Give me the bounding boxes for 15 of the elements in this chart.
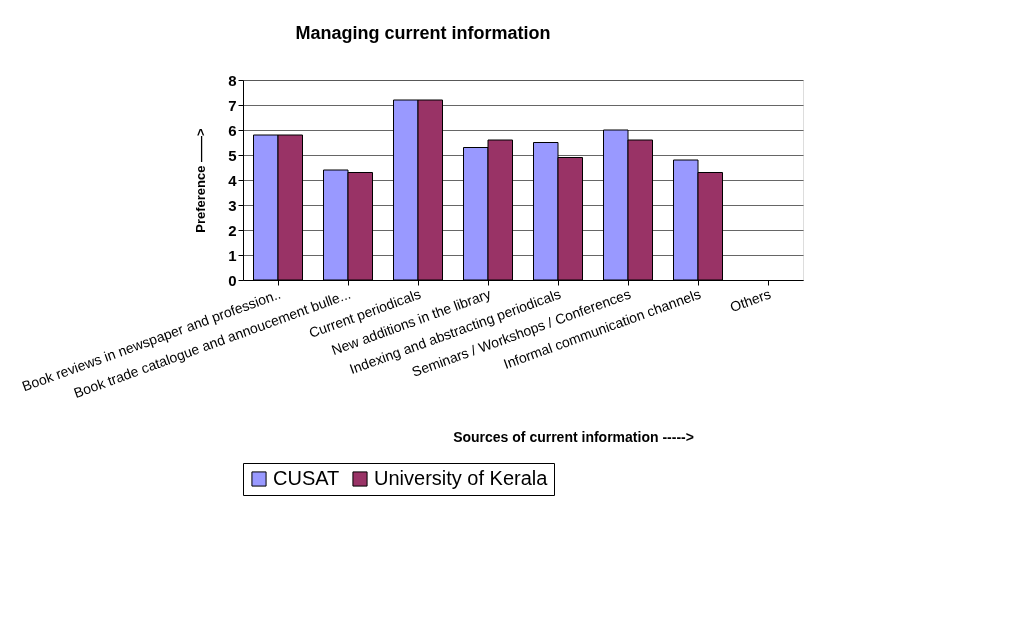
y-tick-label: 8 [228,71,237,89]
y-axis-title: Preference ——> [193,127,209,233]
legend-label: University of Kerala [374,467,549,489]
chart-title: Managing current information [295,23,551,43]
y-tick-label: 7 [228,96,237,114]
y-tick-label: 2 [228,221,237,239]
x-tick-label: Others [727,285,773,316]
legend-label: CUSAT [273,467,340,489]
y-tick-label: 3 [228,196,237,214]
y-tick-label: 4 [228,171,238,189]
y-tick-label: 5 [228,146,237,164]
y-tick-label: 0 [228,271,237,289]
y-tick-label: 6 [228,121,237,139]
x-axis-title: Sources of current information -----> [453,429,694,446]
y-tick-label: 1 [228,246,237,264]
